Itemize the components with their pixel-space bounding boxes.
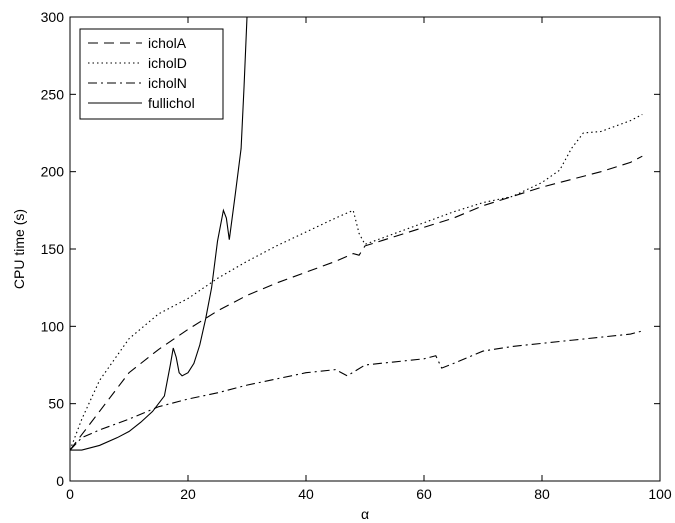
series-line-icholN bbox=[70, 330, 643, 451]
y-axis-label: CPU time (s) bbox=[11, 209, 27, 289]
y-tick-label: 150 bbox=[41, 241, 65, 257]
series-line-icholD bbox=[70, 113, 643, 451]
y-tick-label: 250 bbox=[41, 86, 65, 102]
x-tick-label: 40 bbox=[298, 486, 314, 502]
legend-label: icholD bbox=[148, 55, 187, 71]
x-tick-label: 60 bbox=[416, 486, 432, 502]
y-tick-label: 100 bbox=[41, 318, 65, 334]
series-group bbox=[70, 17, 643, 451]
series-line-fullichol bbox=[70, 17, 248, 451]
y-tick-label: 300 bbox=[41, 9, 65, 25]
ticks-group: 0 20 40 60 80 100 0 50 100 150 200 250 300 bbox=[41, 9, 672, 502]
x-tick-label: 0 bbox=[66, 486, 74, 502]
series-line-icholA bbox=[70, 155, 643, 451]
y-tick-label: 0 bbox=[56, 473, 64, 489]
x-tick-label: 80 bbox=[534, 486, 550, 502]
x-tick-label: 20 bbox=[180, 486, 196, 502]
x-axis-label: α bbox=[361, 506, 369, 522]
legend: icholA icholD icholN fullichol bbox=[79, 28, 224, 120]
legend-label: fullichol bbox=[148, 95, 195, 111]
legend-label: icholN bbox=[148, 75, 187, 91]
x-tick-label: 100 bbox=[648, 486, 672, 502]
legend-label: icholA bbox=[148, 35, 187, 51]
y-tick-label: 200 bbox=[41, 164, 65, 180]
y-tick-label: 50 bbox=[48, 396, 64, 412]
legend-box bbox=[79, 28, 224, 120]
